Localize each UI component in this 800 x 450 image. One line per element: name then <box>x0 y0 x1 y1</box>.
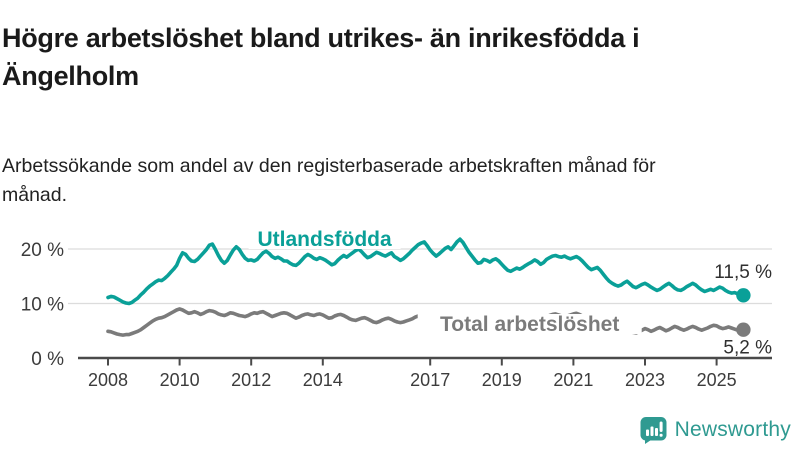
x-tick-label: 2012 <box>231 370 271 390</box>
x-tick-label: 2019 <box>482 370 522 390</box>
newsworthy-wordmark: Newsworthy <box>674 418 791 441</box>
series-end-value: 11,5 % <box>714 262 772 283</box>
series-end-dot <box>736 288 751 303</box>
series-label: Utlandsfödda <box>258 228 392 251</box>
series-labels: Utlandsfödda Total arbetslöshet <box>248 228 642 336</box>
x-tick-label: 2017 <box>410 370 450 390</box>
bar-chart-speech-bubble-icon <box>640 417 667 444</box>
x-axis: 2008 2010 2012 2014 2017 2019 2021 2023 2025 <box>78 356 772 390</box>
x-tick-label: 2021 <box>553 370 593 390</box>
series-end-value: 5,2 % <box>723 338 772 359</box>
page-title: Högre arbetslöshet bland utrikes- än inr… <box>2 23 640 91</box>
x-tick-label: 2023 <box>625 370 665 390</box>
x-tick-label: 2025 <box>697 370 737 390</box>
gridlines <box>68 248 772 305</box>
series-label: Total arbetslöshet <box>440 313 619 336</box>
x-tick-label: 2008 <box>88 370 128 390</box>
series-end-markers: 11,5 % 5,2 % <box>714 262 772 359</box>
y-tick-label: 10 % <box>21 295 64 316</box>
series-line <box>106 237 746 306</box>
newsworthy-logo: Newsworthy <box>640 416 791 444</box>
y-axis: 0 % 10 % 20 % <box>21 240 64 370</box>
series-end-dot <box>736 322 751 337</box>
x-tick-label: 2014 <box>303 370 343 390</box>
chart-subtitle: Arbetssökande som andel av den registerb… <box>2 154 656 206</box>
y-tick-label: 0 % <box>31 349 64 370</box>
y-tick-label: 20 % <box>21 240 64 261</box>
x-tick-label: 2010 <box>160 370 200 390</box>
